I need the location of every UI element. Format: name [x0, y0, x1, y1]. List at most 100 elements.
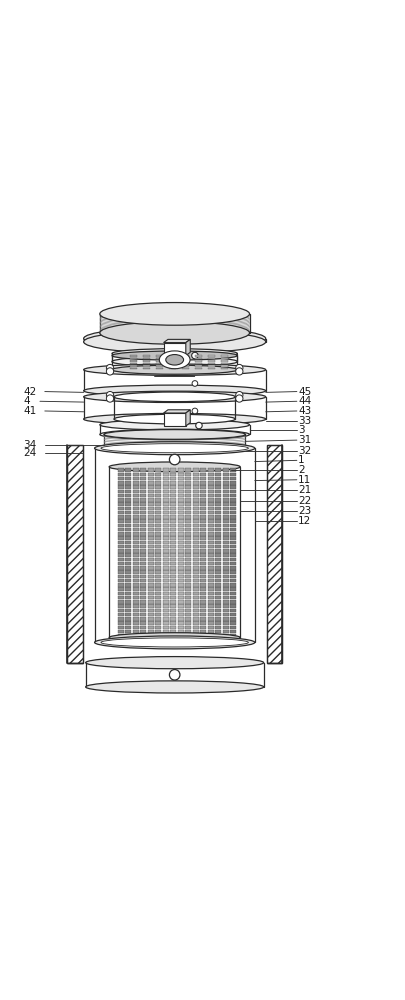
Ellipse shape	[114, 392, 235, 402]
Bar	[125, 562, 131, 565]
Bar	[222, 626, 228, 629]
Bar	[155, 617, 161, 621]
Bar	[147, 626, 153, 629]
Bar	[117, 498, 124, 502]
Bar	[140, 587, 146, 591]
Bar	[185, 498, 191, 502]
Bar	[215, 519, 221, 523]
Bar	[147, 481, 153, 485]
Bar	[192, 626, 198, 629]
Text: 43: 43	[297, 406, 311, 416]
Bar	[170, 468, 176, 472]
Bar	[177, 515, 183, 519]
Circle shape	[235, 391, 242, 399]
Bar	[215, 494, 221, 497]
Bar	[215, 579, 221, 582]
Bar	[215, 485, 221, 489]
Bar	[200, 511, 206, 514]
Bar	[155, 621, 161, 625]
Ellipse shape	[104, 430, 245, 439]
Bar	[162, 494, 168, 497]
Bar	[162, 528, 168, 531]
Bar	[185, 613, 191, 616]
Bar	[222, 566, 228, 570]
Bar	[185, 553, 191, 557]
Ellipse shape	[100, 303, 249, 325]
Bar	[155, 490, 161, 493]
Bar	[163, 413, 185, 426]
Ellipse shape	[112, 351, 237, 360]
Bar	[220, 358, 227, 359]
Bar	[200, 502, 206, 506]
Bar	[207, 494, 213, 497]
Bar	[140, 485, 146, 489]
Bar	[125, 613, 131, 616]
Bar	[185, 609, 191, 612]
Bar	[140, 541, 146, 544]
Bar	[207, 562, 213, 565]
Bar	[177, 570, 183, 574]
Bar	[132, 604, 139, 608]
Bar	[230, 630, 236, 633]
Bar	[185, 549, 191, 553]
Circle shape	[192, 381, 197, 386]
Bar	[125, 541, 131, 544]
Bar	[117, 490, 124, 493]
Bar	[192, 613, 198, 616]
Bar	[117, 630, 124, 633]
Bar	[162, 515, 168, 519]
Bar	[132, 515, 139, 519]
Bar	[222, 541, 228, 544]
Bar	[222, 490, 228, 493]
Bar	[147, 630, 153, 633]
Bar	[207, 604, 213, 608]
Text: 42: 42	[23, 387, 36, 397]
Bar	[147, 532, 153, 536]
Bar	[147, 621, 153, 625]
Ellipse shape	[109, 633, 240, 642]
Bar	[162, 477, 168, 480]
Bar	[177, 630, 183, 633]
Circle shape	[106, 395, 113, 402]
Bar	[192, 562, 198, 565]
Bar	[147, 511, 153, 514]
Bar	[162, 617, 168, 621]
Bar	[132, 617, 139, 621]
Bar	[200, 507, 206, 510]
Bar	[147, 477, 153, 480]
Bar	[207, 519, 213, 523]
Bar	[125, 485, 131, 489]
Bar	[200, 553, 206, 557]
Bar	[125, 532, 131, 536]
Bar	[207, 583, 213, 587]
Bar	[200, 536, 206, 540]
Bar	[117, 604, 124, 608]
Bar	[177, 545, 183, 548]
Bar	[207, 600, 213, 604]
Bar	[215, 570, 221, 574]
Bar	[192, 566, 198, 570]
Bar	[117, 626, 124, 629]
Bar	[222, 579, 228, 582]
Bar	[117, 570, 124, 574]
Bar	[162, 562, 168, 565]
Bar	[170, 524, 176, 527]
Ellipse shape	[94, 636, 254, 649]
Text: 34: 34	[23, 440, 36, 450]
Bar	[162, 592, 168, 595]
Bar	[192, 485, 198, 489]
Bar	[147, 519, 153, 523]
Bar	[147, 528, 153, 531]
Bar	[207, 515, 213, 519]
Bar	[155, 494, 161, 497]
Bar	[155, 575, 161, 578]
Bar	[230, 613, 236, 616]
Bar	[185, 511, 191, 514]
Bar	[125, 498, 131, 502]
Bar	[170, 502, 176, 506]
Bar	[132, 592, 139, 595]
Bar	[222, 613, 228, 616]
Bar	[222, 473, 228, 476]
Bar	[230, 562, 236, 565]
Bar	[192, 587, 198, 591]
